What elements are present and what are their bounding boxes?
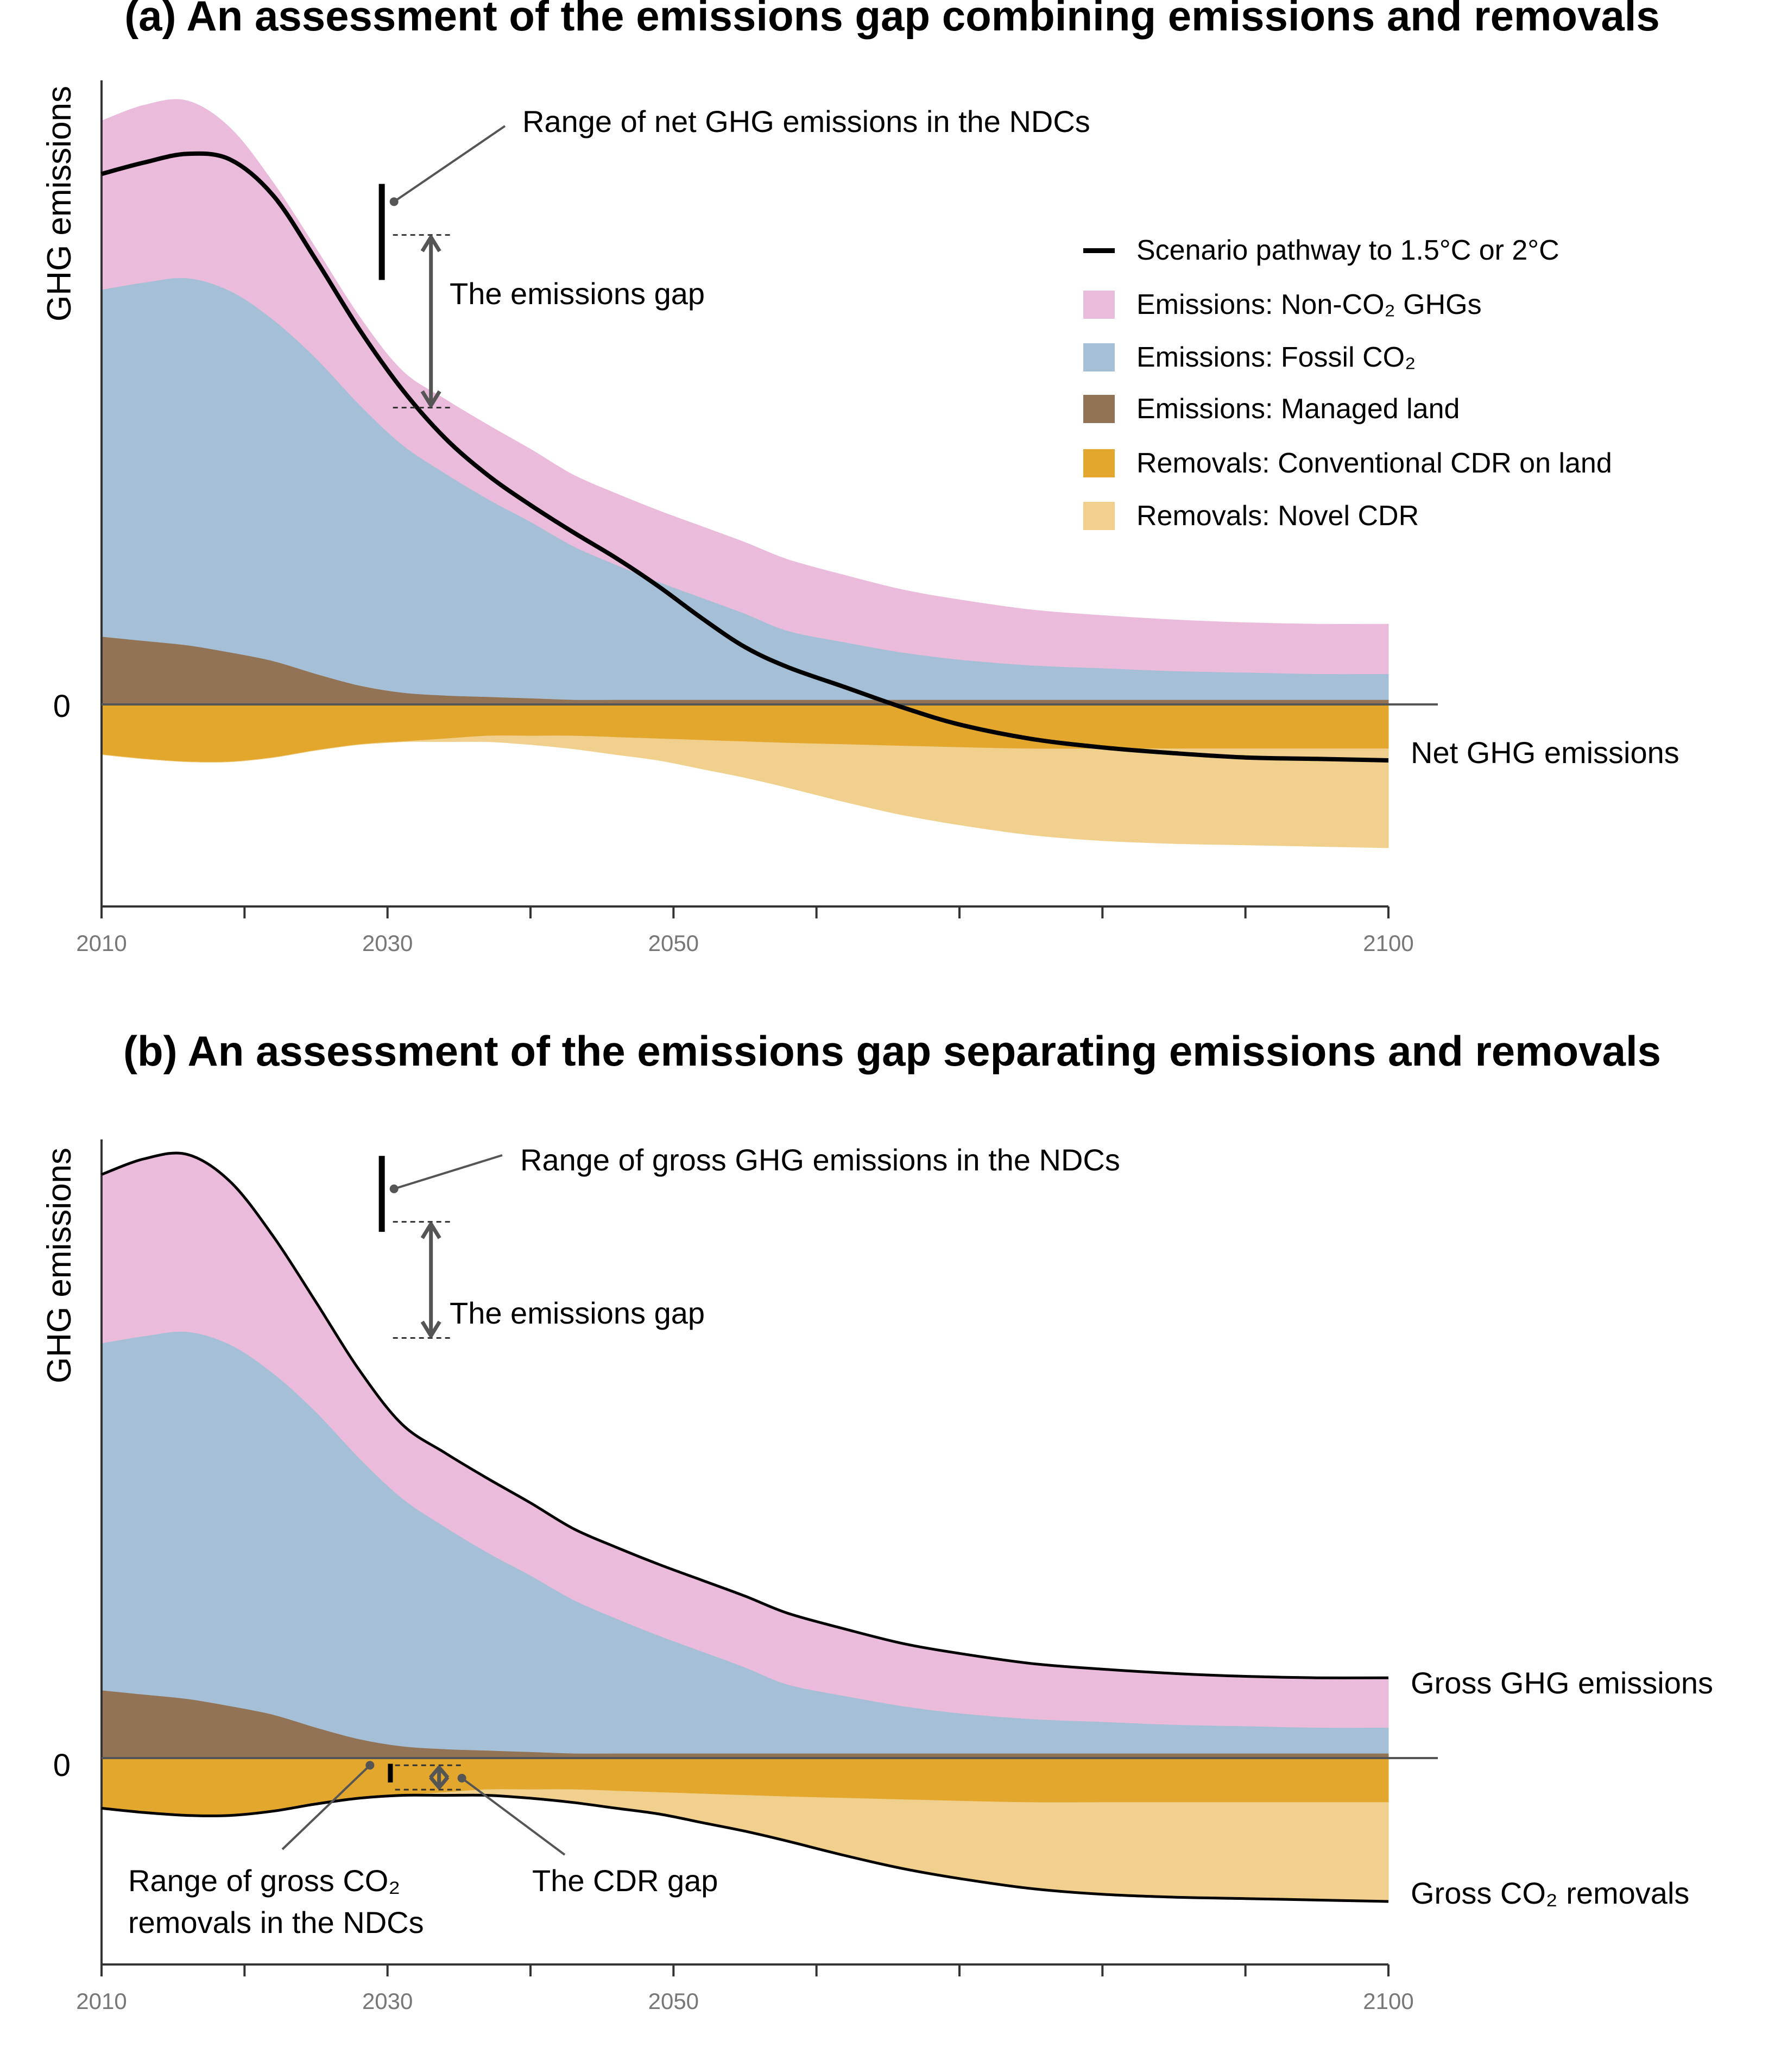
panel-a-areas: [101, 99, 1389, 848]
ndc-gross-leader-line: [394, 1154, 503, 1190]
panel-b-axes: [100, 1139, 1438, 1966]
legend-item-non-co2: Emissions: Non-CO₂ GHGs: [1083, 289, 1482, 320]
emissions-gap-arrow-b-head-up: [420, 1222, 441, 1239]
legend-swatch-fossil-co2: [1083, 343, 1115, 371]
cdr-gap-leader-line-dot: [457, 1773, 466, 1783]
x-tick-label: 2030: [362, 930, 413, 956]
panel-b: (b) An assessment of the emissions gap s…: [41, 1027, 1713, 2014]
panel-b-y-axis-label: GHG emissions: [41, 1148, 78, 1383]
emissions-gap-label-b: The emissions gap: [450, 1296, 705, 1330]
gross-co2-removals-label: Gross CO₂ removals: [1411, 1876, 1689, 1910]
legend-label-novel-cdr: Removals: Novel CDR: [1136, 500, 1419, 532]
x-tick-label: 2010: [76, 1988, 127, 2014]
legend: Scenario pathway to 1.5°C or 2°C Emissio…: [1083, 235, 1612, 532]
legend-item-novel-cdr: Removals: Novel CDR: [1083, 500, 1419, 532]
cdr-gap-arrow-head-down: [428, 1775, 450, 1790]
cdr-gap-arrow-head-up: [428, 1765, 450, 1779]
emissions-gap-label: The emissions gap: [450, 276, 705, 311]
legend-swatch-novel-cdr: [1083, 502, 1115, 530]
ndc-range-label: Range of net GHG emissions in the NDCs: [522, 104, 1090, 138]
panel-a-annotations: Range of net GHG emissions in the NDCs T…: [378, 104, 1679, 770]
panel-b-outlines: [101, 1151, 1389, 1903]
panel-b-annotations: Range of gross GHG emissions in the NDCs…: [128, 1143, 1713, 1939]
cdr-ndc-leader-line: [281, 1764, 371, 1850]
panel-a: (a) An assessment of the emissions gap c…: [41, 0, 1679, 956]
cdr-ndc-label-line-2: removals in the NDCs: [128, 1905, 424, 1939]
panel-a-zero-label: 0: [53, 689, 71, 724]
x-tick-label: 2100: [1363, 930, 1413, 956]
net-ghg-label: Net GHG emissions: [1411, 735, 1679, 770]
ndc-gross-range-label: Range of gross GHG emissions in the NDCs: [520, 1143, 1120, 1177]
legend-label-non-co2: Emissions: Non-CO₂ GHGs: [1136, 289, 1482, 320]
x-tick-label: 2050: [648, 1988, 699, 2014]
x-tick-label: 2050: [648, 930, 699, 956]
cdr-gap-label: The CDR gap: [532, 1863, 718, 1898]
emissions-gap-arrow-head-down: [420, 390, 441, 408]
ndc-leader-line-dot: [389, 197, 399, 206]
cdr-ndc-leader-line-dot: [365, 1761, 375, 1770]
area-removals-novel-cdr: [101, 735, 1389, 848]
panel-a-x-ticks: 2010 2030 2050 2100: [76, 906, 1414, 956]
x-tick-label: 2010: [76, 930, 127, 956]
legend-item-conventional-cdr: Removals: Conventional CDR on land: [1083, 448, 1612, 479]
legend-label-fossil-co2: Emissions: Fossil CO₂: [1136, 342, 1416, 373]
legend-swatch-non-co2: [1083, 291, 1115, 319]
emissions-gap-arrow-b-head-down: [420, 1320, 441, 1338]
ndc-gross-leader-line-dot: [389, 1184, 399, 1193]
pathway-line: [100, 151, 1389, 763]
cdr-gap-leader-line: [461, 1777, 566, 1856]
ndc-leader-line: [393, 125, 506, 203]
gross-ghg-outline: [101, 1151, 1389, 1679]
panel-a-axes: [100, 80, 1438, 908]
cdr-ndc-label-line-1: Range of gross CO₂: [128, 1863, 400, 1898]
x-tick-label: 2030: [362, 1988, 413, 2014]
legend-item-fossil-co2: Emissions: Fossil CO₂: [1083, 342, 1416, 373]
gross-ghg-label: Gross GHG emissions: [1411, 1666, 1713, 1700]
legend-item-pathway: Scenario pathway to 1.5°C or 2°C: [1083, 235, 1559, 266]
legend-swatch-conventional-cdr: [1083, 449, 1115, 477]
emissions-gap-arrow-head-up: [420, 235, 441, 253]
legend-label-conventional-cdr: Removals: Conventional CDR on land: [1136, 448, 1612, 479]
panel-b-x-ticks: 2010 2030 2050 2100: [76, 1964, 1414, 2014]
panel-a-title: (a) An assessment of the emissions gap c…: [124, 0, 1660, 40]
x-tick-label: 2100: [1363, 1988, 1413, 2014]
legend-label-pathway: Scenario pathway to 1.5°C or 2°C: [1136, 235, 1559, 266]
legend-swatch-pathway: [1083, 248, 1115, 253]
panel-a-y-axis-label: GHG emissions: [41, 86, 78, 322]
panel-b-title: (b) An assessment of the emissions gap s…: [123, 1027, 1661, 1075]
legend-label-managed-land: Emissions: Managed land: [1136, 393, 1460, 425]
panel-a-pathway: [100, 151, 1389, 763]
panel-b-zero-label: 0: [53, 1748, 71, 1783]
panel-b-areas: [101, 1152, 1389, 1902]
legend-item-managed-land: Emissions: Managed land: [1083, 393, 1460, 425]
legend-swatch-managed-land: [1083, 395, 1115, 423]
gross-co2-removals-outline: [101, 1793, 1389, 1903]
